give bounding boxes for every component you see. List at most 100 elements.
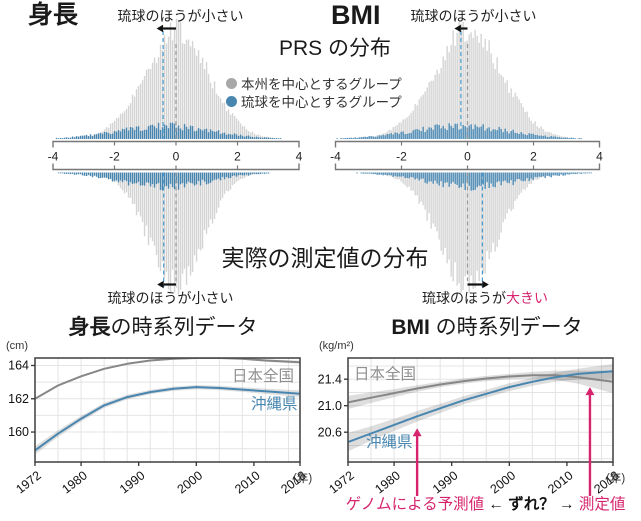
density-bar <box>440 68 442 139</box>
density-bar <box>508 92 510 139</box>
density-bar <box>402 172 404 177</box>
density-bar <box>426 172 428 184</box>
density-bar <box>149 172 152 187</box>
density-bar <box>502 132 504 139</box>
density-bar <box>558 137 560 139</box>
density-bar <box>500 128 502 139</box>
density-bar <box>245 135 248 139</box>
density-bar <box>133 172 136 184</box>
density-bar <box>223 102 226 139</box>
density-bar <box>225 172 228 178</box>
density-bar <box>452 172 454 182</box>
density-bar <box>434 124 436 139</box>
density-bar <box>95 172 98 177</box>
density-bar <box>117 172 120 183</box>
density-bar <box>466 127 468 139</box>
density-bar <box>496 172 498 183</box>
series-line <box>35 386 300 452</box>
density-bar <box>115 118 118 139</box>
density-bar <box>105 172 108 178</box>
density-bar <box>426 87 428 139</box>
density-bar <box>536 126 538 139</box>
density-bar <box>151 172 154 242</box>
density-bar <box>546 136 548 139</box>
density-bar <box>428 127 430 139</box>
density-bar <box>217 172 220 179</box>
density-bar <box>392 134 394 139</box>
annotation-suffix: 大きい <box>506 290 548 306</box>
density-bar <box>446 45 448 139</box>
density-bar <box>145 69 148 139</box>
density-bar <box>223 132 226 139</box>
density-bar <box>556 137 558 139</box>
density-bar <box>233 133 236 139</box>
density-bar <box>217 95 220 139</box>
x-axis-tick-label: 2000 <box>488 468 519 496</box>
density-bar <box>233 172 236 176</box>
density-bar <box>119 172 122 181</box>
density-bar <box>177 22 180 139</box>
density-bar <box>129 172 132 183</box>
density-bar <box>191 172 194 273</box>
density-bar <box>406 172 408 178</box>
density-bar <box>159 172 162 190</box>
density-bar <box>462 172 464 290</box>
density-bar <box>492 63 494 139</box>
density-bar <box>145 172 148 226</box>
density-bar <box>209 172 212 183</box>
measured-distribution-title: 実際の測定値の分布 <box>221 245 429 271</box>
density-bar <box>456 172 458 286</box>
density-bar <box>133 172 136 204</box>
y-axis-tick-label: 160 <box>8 425 29 439</box>
density-bar <box>79 172 82 175</box>
density-bar <box>169 22 172 140</box>
density-bar <box>522 172 524 182</box>
density-bar <box>534 134 536 139</box>
density-bar <box>444 172 446 183</box>
density-bar <box>512 96 514 139</box>
density-bar <box>430 127 432 139</box>
density-bar <box>418 172 420 181</box>
density-bar <box>125 172 128 193</box>
density-bar <box>163 172 166 278</box>
density-bar <box>157 172 160 184</box>
density-bar <box>165 43 168 139</box>
density-bar <box>111 122 114 139</box>
density-bar <box>201 172 204 249</box>
density-bar <box>490 53 492 140</box>
density-bar <box>572 137 574 139</box>
density-bar <box>476 172 478 188</box>
density-bar <box>161 172 164 191</box>
density-bar <box>376 172 378 175</box>
group-legend: 本州を中心とするグループ 琉球を中心とするグループ <box>226 74 402 110</box>
density-bar <box>143 129 146 139</box>
density-bar <box>171 172 174 188</box>
density-bar <box>113 172 116 181</box>
density-bar <box>101 133 104 139</box>
density-bar <box>424 131 426 139</box>
density-bar <box>175 18 178 139</box>
density-bar <box>97 172 100 179</box>
shift-arrow-head-icon <box>454 24 461 33</box>
density-bar <box>508 133 510 139</box>
density-bar <box>578 172 580 174</box>
title-rest-part: の時系列データ <box>429 316 583 339</box>
density-bar <box>580 172 582 174</box>
density-bar <box>129 126 132 139</box>
density-bar <box>456 123 458 139</box>
caption-measured: 測定値 <box>578 496 626 513</box>
annotation-prefix: 琉球のほうが <box>107 290 192 306</box>
density-bar <box>99 133 102 139</box>
density-bar <box>528 133 530 139</box>
density-bar <box>137 85 140 139</box>
density-bar <box>548 131 550 139</box>
density-bar <box>183 172 186 188</box>
density-bar <box>181 130 184 139</box>
density-bar <box>448 172 450 187</box>
density-bar <box>460 172 462 188</box>
density-bar <box>243 126 246 139</box>
density-bar <box>73 172 76 175</box>
density-bar <box>207 132 210 139</box>
density-bar <box>476 126 478 139</box>
density-bar <box>588 172 590 174</box>
